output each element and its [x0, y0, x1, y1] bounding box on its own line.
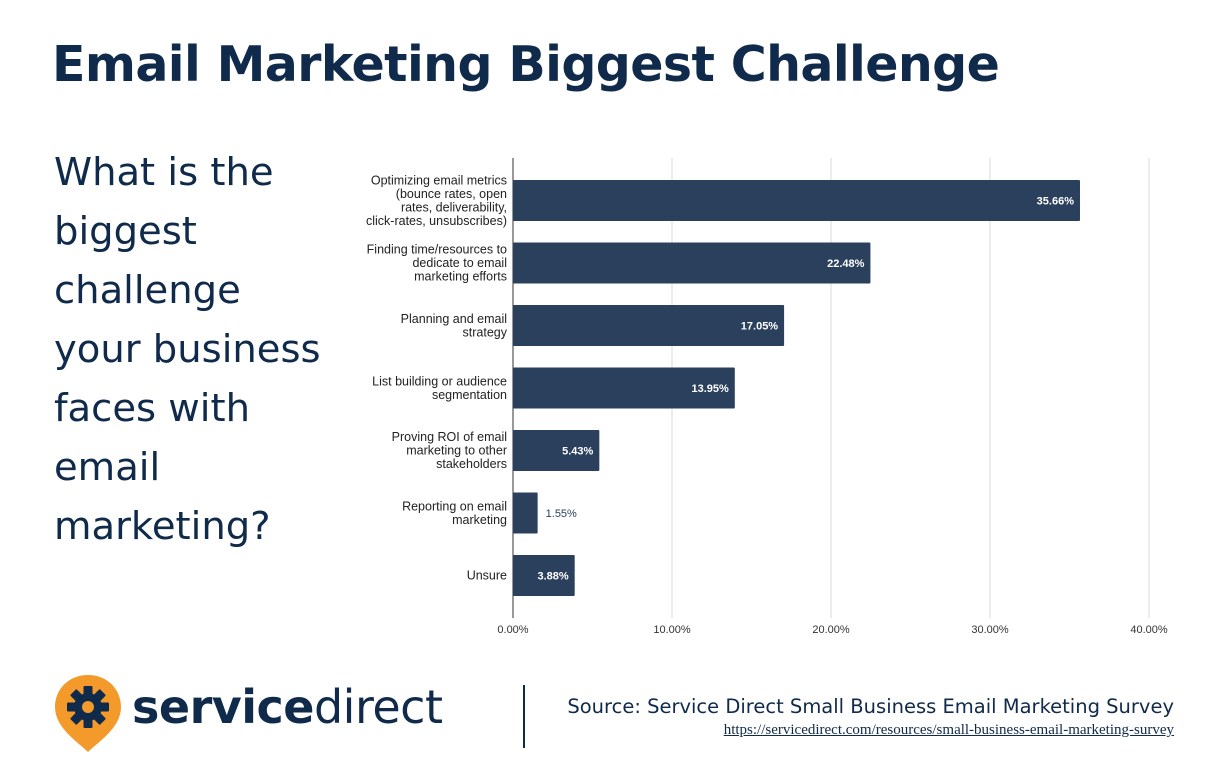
x-tick-label: 10.00% [653, 624, 691, 636]
x-tick-labels: 0.00% 10.00% 20.00% 30.00% 40.00% [497, 624, 1167, 636]
source-citation: Source: Service Direct Small Business Em… [567, 694, 1174, 740]
footer-divider [523, 685, 525, 748]
bar [513, 555, 575, 596]
data-label: 17.05% [741, 321, 779, 333]
category-label: Proving ROI of email marketing to other st… [392, 430, 507, 471]
logo-word-bold: service [132, 680, 314, 734]
logo-word-light: direct [313, 680, 443, 734]
bars: 35.66% 22.48% 17.05% 13.95% 5.43% 1.55% 3.88% [513, 180, 1080, 596]
source-link[interactable]: https://servicedirect.com/resources/smal… [723, 722, 1174, 738]
x-tick-label: 0.00% [497, 624, 528, 636]
x-tick-label: 40.00% [1130, 624, 1168, 636]
data-label: 1.55% [546, 508, 577, 520]
bar [513, 367, 735, 409]
bar [513, 305, 785, 346]
gear-pin-icon [55, 675, 121, 752]
category-label: List building or audience segmentation [372, 374, 507, 402]
category-label: Finding time/resources to dedicate to ema… [367, 243, 507, 284]
category-labels: Optimizing email metrics (bounce rates, o… [366, 173, 508, 582]
data-label: 35.66% [1037, 196, 1075, 208]
survey-question: What is the biggest challenge your busin… [54, 150, 321, 549]
bar [513, 180, 1080, 221]
data-label: 5.43% [562, 446, 593, 458]
bar-chart: 35.66%22.48%17.05%13.95%5.43%1.55%3.88% … [366, 158, 1168, 636]
data-label: 3.88% [537, 571, 568, 583]
bar [513, 242, 871, 284]
category-label: Unsure [467, 569, 507, 583]
logo-wordmark: servicedirect [132, 680, 443, 734]
bar [513, 430, 600, 471]
category-label: Planning and email strategy [401, 312, 508, 340]
data-label: 22.48% [827, 258, 865, 270]
bar [513, 492, 538, 534]
service-direct-logo: servicedirect [52, 672, 472, 754]
category-label: Optimizing email metrics (bounce rates, o… [366, 173, 507, 228]
data-label: 13.95% [691, 383, 729, 395]
category-label: Reporting on email marketing [402, 499, 507, 527]
x-tick-label: 20.00% [812, 624, 850, 636]
x-tick-label: 30.00% [971, 624, 1009, 636]
source-text: Source: Service Direct Small Business Em… [567, 695, 1174, 718]
page-title: Email Marketing Biggest Challenge [52, 36, 1000, 93]
